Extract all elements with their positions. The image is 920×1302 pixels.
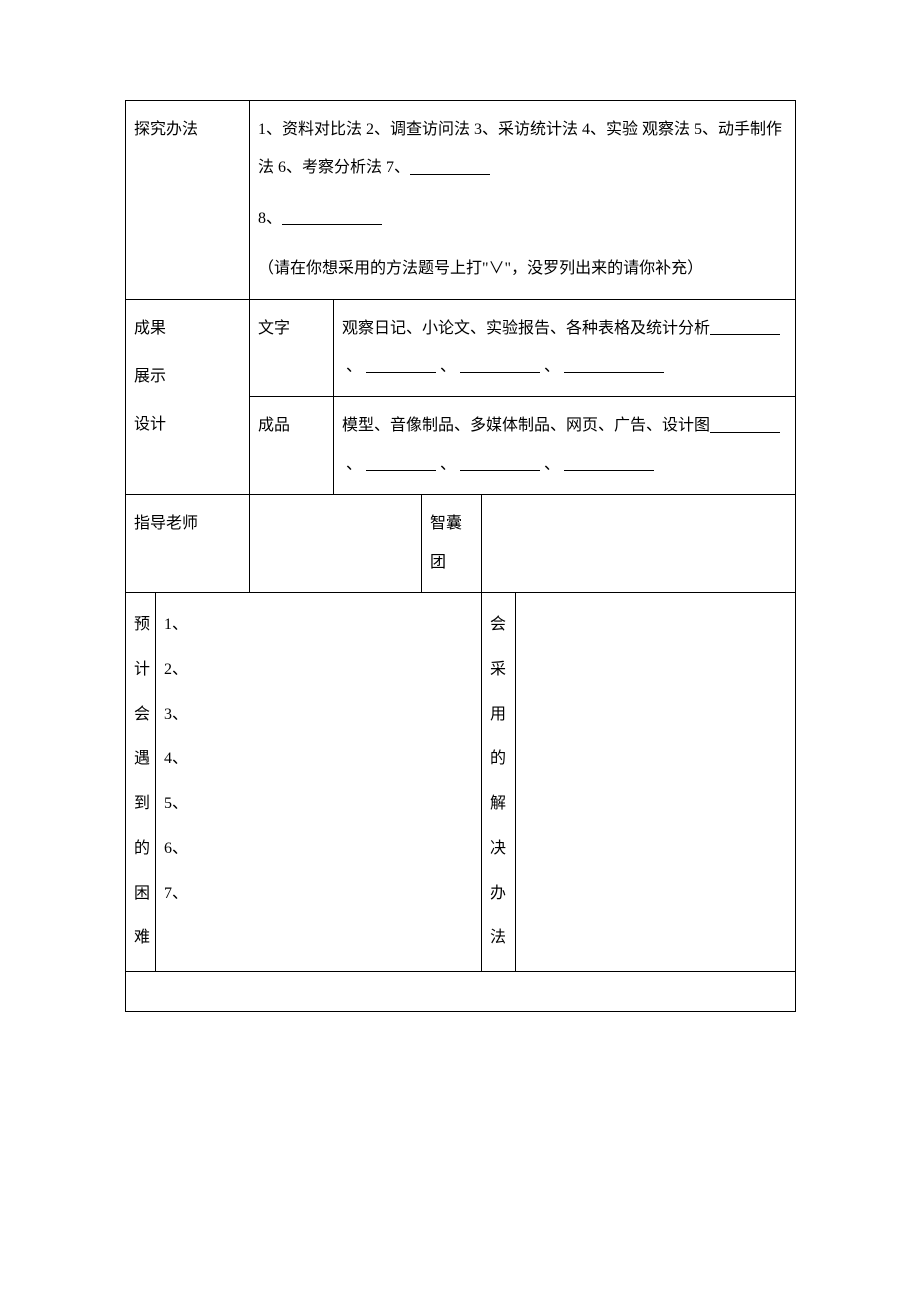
display-label-2: 展示 — [134, 358, 241, 396]
display-text-content: 观察日记、小论文、实验报告、各种表格及统计分析 — [342, 320, 710, 337]
display-text-blank-2[interactable] — [366, 357, 436, 373]
methods-line1: 1、资料对比法 2、调查访问法 3、采访统计法 4、实验 观察法 5、动手制作法… — [258, 111, 787, 188]
display-product-blank-2[interactable] — [366, 455, 436, 471]
methods-line1a: 1、资料对比法 2、调查访问法 3、采访统计法 4、实验 — [258, 121, 638, 138]
display-product-blank-4[interactable] — [564, 455, 654, 471]
difficulties-items-cell: 1、2、3、4、5、6、7、 — [156, 592, 482, 971]
solution-label: 会采用的解决办法 — [482, 592, 516, 971]
display-product-blank-1[interactable] — [710, 417, 780, 433]
difficulty-item-6[interactable]: 6、 — [164, 827, 473, 872]
sep-1: 、 — [342, 358, 366, 375]
display-product-content: 模型、音像制品、多媒体制品、网页、广告、设计图 — [342, 417, 710, 434]
advisor-value[interactable] — [250, 495, 422, 593]
display-label-1: 成果 — [134, 310, 241, 348]
methods-line2: 8、 — [258, 210, 282, 227]
sep-p2: 、 — [436, 456, 460, 473]
difficulty-item-5[interactable]: 5、 — [164, 782, 473, 827]
difficulty-item-7[interactable]: 7、 — [164, 872, 473, 917]
display-product-content-cell: 模型、音像制品、多媒体制品、网页、广告、设计图、、、 — [334, 397, 796, 495]
sep-p3: 、 — [540, 456, 564, 473]
difficulty-item-2[interactable]: 2、 — [164, 648, 473, 693]
sep-2: 、 — [436, 358, 460, 375]
display-text-blank-3[interactable] — [460, 357, 540, 373]
sep-3: 、 — [540, 358, 564, 375]
solution-value[interactable] — [516, 592, 796, 971]
advisor-label: 指导老师 — [126, 495, 250, 593]
difficulty-item-4[interactable]: 4、 — [164, 737, 473, 782]
methods-label: 探究办法 — [126, 101, 250, 300]
difficulty-item-3[interactable]: 3、 — [164, 693, 473, 738]
difficulties-label: 预计会遇到的困难 — [126, 592, 156, 971]
difficulty-item-1[interactable]: 1、 — [164, 603, 473, 648]
methods-line2-wrap: 8、 — [258, 200, 787, 238]
display-text-blank-4[interactable] — [564, 357, 664, 373]
display-text-label: 文字 — [250, 299, 334, 397]
methods-blank-7[interactable] — [410, 159, 490, 175]
team-label: 智囊团 — [422, 495, 482, 593]
methods-line3: （请在你想采用的方法题号上打"∨"，没罗列出来的请你补充） — [258, 250, 787, 288]
empty-row — [126, 972, 796, 1012]
display-text-content-cell: 观察日记、小论文、实验报告、各种表格及统计分析、、、 — [334, 299, 796, 397]
sep-p1: 、 — [342, 456, 366, 473]
display-product-blank-3[interactable] — [460, 455, 540, 471]
display-text-blank-1[interactable] — [710, 319, 780, 335]
methods-blank-8[interactable] — [282, 209, 382, 225]
methods-content-cell: 1、资料对比法 2、调查访问法 3、采访统计法 4、实验 观察法 5、动手制作法… — [250, 101, 796, 300]
display-product-label: 成品 — [250, 397, 334, 495]
team-value[interactable] — [482, 495, 796, 593]
display-label-3: 设计 — [134, 406, 241, 444]
display-label: 成果 展示 设计 — [126, 299, 250, 495]
